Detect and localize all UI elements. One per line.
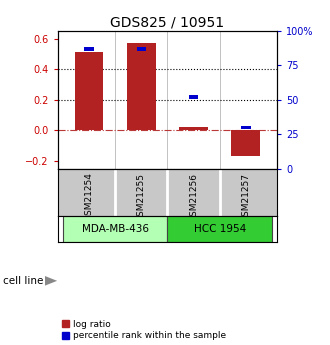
Bar (63, 216, 168, 241)
Text: HCC 1954: HCC 1954 (194, 224, 246, 234)
Bar (241, 126, 250, 129)
Bar (179, 127, 208, 130)
Bar (189, 95, 198, 99)
Legend: log ratio, percentile rank within the sample: log ratio, percentile rank within the sa… (62, 320, 226, 341)
Bar (168, 216, 272, 241)
Polygon shape (45, 276, 57, 286)
Text: GSM21255: GSM21255 (137, 172, 146, 221)
Bar (75, 52, 104, 130)
Text: MDA-MB-436: MDA-MB-436 (82, 224, 149, 234)
Bar (84, 47, 94, 51)
Text: GSM21254: GSM21254 (84, 172, 94, 221)
Text: cell line: cell line (3, 276, 44, 286)
Bar (231, 130, 260, 157)
Title: GDS825 / 10951: GDS825 / 10951 (111, 16, 224, 30)
Text: GSM21256: GSM21256 (189, 172, 198, 221)
Bar (127, 43, 156, 130)
Text: GSM21257: GSM21257 (241, 172, 250, 221)
Bar (137, 47, 146, 51)
